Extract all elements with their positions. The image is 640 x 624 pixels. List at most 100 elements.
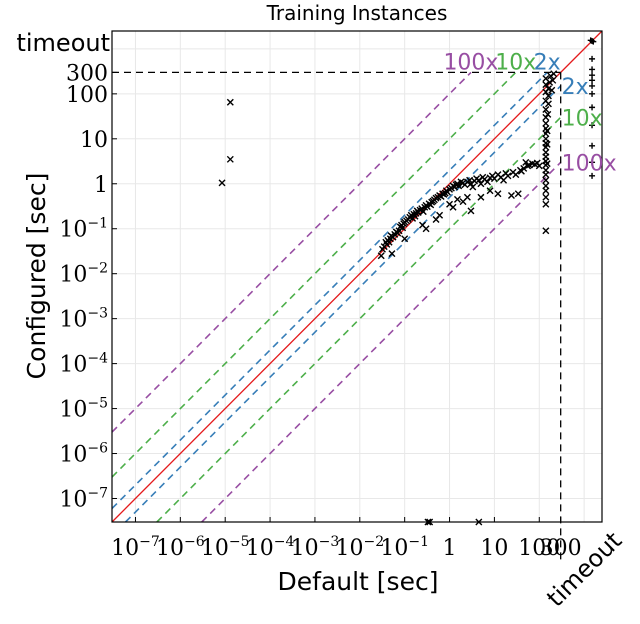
data-point <box>542 182 550 190</box>
data-point <box>543 127 551 135</box>
data-point <box>469 183 477 191</box>
y-tick-label: 1 <box>94 173 108 198</box>
data-point <box>542 105 550 113</box>
data-point <box>589 172 596 179</box>
data-point <box>543 160 551 168</box>
data-point <box>453 195 461 203</box>
data-point <box>507 191 515 199</box>
data-point <box>467 207 475 215</box>
data-point <box>590 38 597 45</box>
data-point <box>589 122 596 129</box>
data-point <box>486 187 494 195</box>
data-point <box>419 221 427 229</box>
data-point <box>542 119 550 127</box>
y-tick-label: 10−6 <box>59 441 108 468</box>
data-point <box>542 81 550 89</box>
data-point <box>548 86 556 94</box>
x-tick-label: 10−5 <box>201 534 250 561</box>
y-tick-label: 10−7 <box>59 485 108 512</box>
data-point <box>401 235 409 243</box>
data-point <box>589 82 596 89</box>
y-tick-label: 100 <box>66 83 108 108</box>
x-tick-label: 1 <box>443 536 457 561</box>
data-point <box>477 193 485 201</box>
plot-frame <box>111 30 603 523</box>
data-points <box>218 37 597 526</box>
data-point <box>589 66 596 73</box>
data-point <box>589 142 596 149</box>
ref-label-above-10x: 10x <box>495 50 536 75</box>
data-point <box>544 100 552 108</box>
data-point <box>543 140 551 148</box>
data-point <box>535 162 543 170</box>
y-tick-label: 10−5 <box>59 396 108 423</box>
data-point <box>218 179 226 187</box>
data-point <box>589 159 596 166</box>
data-point <box>494 190 502 198</box>
reference-line-2x-above <box>111 71 548 510</box>
data-point <box>544 92 552 100</box>
x-tick-label: 10−6 <box>156 534 205 561</box>
data-point <box>542 200 550 208</box>
data-point <box>457 178 465 186</box>
y-timeout-label: timeout <box>16 29 110 57</box>
y-tick-label: 10−3 <box>59 306 108 333</box>
data-point <box>449 203 457 211</box>
data-point <box>544 110 552 118</box>
y-axis-label: Configured [sec] <box>22 173 51 380</box>
data-point <box>589 77 596 84</box>
data-point <box>542 135 550 143</box>
timeout-lines <box>112 71 562 564</box>
data-point <box>504 172 512 180</box>
reference-line-10x-above <box>111 71 517 478</box>
y-tick-label: 10−1 <box>59 216 108 243</box>
x-tick-label: 10−7 <box>111 534 160 561</box>
data-point <box>589 72 596 79</box>
data-point <box>514 190 522 198</box>
data-point <box>432 216 440 224</box>
data-point <box>542 193 550 201</box>
data-point <box>589 104 596 111</box>
x-tick-label: 300 <box>540 536 582 561</box>
data-point <box>542 166 550 174</box>
y-tick-label: 300 <box>66 61 108 86</box>
y-tick-label: 10 <box>80 128 108 153</box>
data-point <box>226 98 234 106</box>
data-point <box>520 164 528 172</box>
grid <box>112 31 602 522</box>
y-tick-label: 10−4 <box>59 351 108 378</box>
data-point <box>589 90 596 97</box>
data-point <box>377 252 385 260</box>
ref-label-above-2x: 2x <box>534 50 561 75</box>
y-tick-label: 10−2 <box>59 261 108 288</box>
data-point <box>455 182 463 190</box>
reference-lines <box>111 30 603 523</box>
diagonal-line <box>111 30 603 523</box>
data-point <box>542 113 550 121</box>
x-tick-label: 10−2 <box>335 534 384 561</box>
ref-label-below-2x: 2x <box>562 75 589 100</box>
reference-line-2x-below <box>124 85 562 523</box>
data-point <box>542 227 550 235</box>
data-point <box>542 148 550 156</box>
ref-label-below-100x: 100x <box>562 151 617 176</box>
x-tick-label: 10 <box>480 536 508 561</box>
data-point <box>549 76 557 84</box>
data-point <box>226 155 234 163</box>
ref-label-above-100x: 100x <box>443 50 498 75</box>
data-point <box>542 176 550 184</box>
data-point <box>546 78 554 86</box>
reference-line-100x-below <box>201 161 562 523</box>
reference-line-100x-above <box>111 71 472 433</box>
data-point <box>589 55 596 62</box>
ref-label-below-10x: 10x <box>562 106 603 131</box>
data-point <box>388 250 396 258</box>
data-point <box>463 193 471 201</box>
x-axis-label: Default [sec] <box>278 567 439 596</box>
x-tick-label: 100 <box>518 536 560 561</box>
data-point <box>550 70 558 78</box>
chart-title: Training Instances <box>266 1 448 25</box>
